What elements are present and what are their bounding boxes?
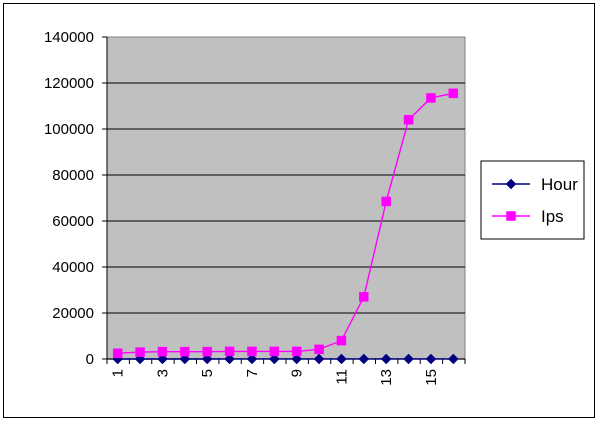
y-tick-label-1: 20000	[52, 305, 94, 322]
legend-label-hour: Hour	[541, 175, 578, 194]
point-ips-2	[135, 347, 145, 357]
point-hour-8	[268, 353, 280, 365]
legend-items: Hour Ips	[492, 175, 578, 226]
point-hour-7	[246, 353, 258, 365]
series-line-ips	[117, 92, 454, 354]
point-ips-12	[359, 292, 369, 302]
x-tick-label-3: 7	[244, 369, 261, 377]
point-ips-11	[336, 335, 347, 346]
y-tick-label-0: 0	[86, 351, 94, 368]
legend-marker-ips	[506, 211, 516, 221]
point-hour-10	[313, 353, 325, 365]
point-hour-13	[380, 353, 392, 365]
point-ips-14	[403, 115, 414, 125]
point-hour-15	[425, 353, 437, 365]
y-tick-label-2: 40000	[52, 259, 94, 276]
point-ips-13	[381, 196, 391, 207]
point-hour-12	[358, 353, 370, 365]
y-tick-label-3: 60000	[52, 213, 94, 230]
legend-box	[480, 160, 585, 240]
point-hour-14	[403, 353, 414, 365]
point-ips-4	[180, 346, 190, 357]
point-ips-8	[269, 346, 280, 357]
y-tick-label-6: 120000	[44, 75, 94, 92]
point-ips-10	[314, 344, 324, 355]
point-ips-6	[224, 346, 235, 357]
plot-area	[106, 36, 466, 360]
point-ips-16	[448, 88, 459, 99]
series-layer	[112, 88, 459, 365]
point-hour-4	[179, 353, 191, 365]
point-hour-6	[224, 353, 235, 365]
point-ips-1	[112, 348, 123, 358]
x-tick-label-6: 13	[378, 369, 395, 386]
point-ips-3	[157, 346, 168, 357]
x-tick-label-5: 11	[333, 369, 350, 385]
legend-label-ips: Ips	[541, 207, 564, 226]
point-hour-3	[157, 353, 168, 365]
gridlines	[107, 82, 465, 314]
x-axis-ticks: 1 3 5 7 9 11 13 15	[106, 359, 466, 386]
x-tick-label-2: 5	[199, 369, 216, 377]
point-ips-9	[291, 346, 302, 357]
y-tick-label-5: 100000	[44, 121, 94, 138]
y-tick-label-7: 140000	[44, 29, 94, 46]
point-hour-11	[336, 353, 347, 365]
point-ips-7	[247, 346, 257, 357]
point-ips-5	[202, 346, 212, 357]
point-ips-15	[426, 93, 436, 103]
point-hour-16	[447, 353, 459, 365]
y-tick-label-4: 80000	[52, 167, 94, 184]
y-axis-ticks: 0 20000 40000 60000 80000 100000 120000 140000	[44, 29, 107, 368]
x-tick-label-4: 9	[289, 369, 306, 377]
x-tick-label-1: 3	[154, 369, 171, 377]
series-ips	[112, 88, 459, 358]
legend-marker-hour	[505, 178, 517, 190]
x-tick-label-0: 1	[110, 369, 127, 377]
point-hour-5	[201, 353, 213, 365]
point-hour-9	[291, 353, 303, 365]
legend: Hour Ips	[480, 160, 585, 240]
x-tick-label-7: 15	[423, 369, 440, 386]
